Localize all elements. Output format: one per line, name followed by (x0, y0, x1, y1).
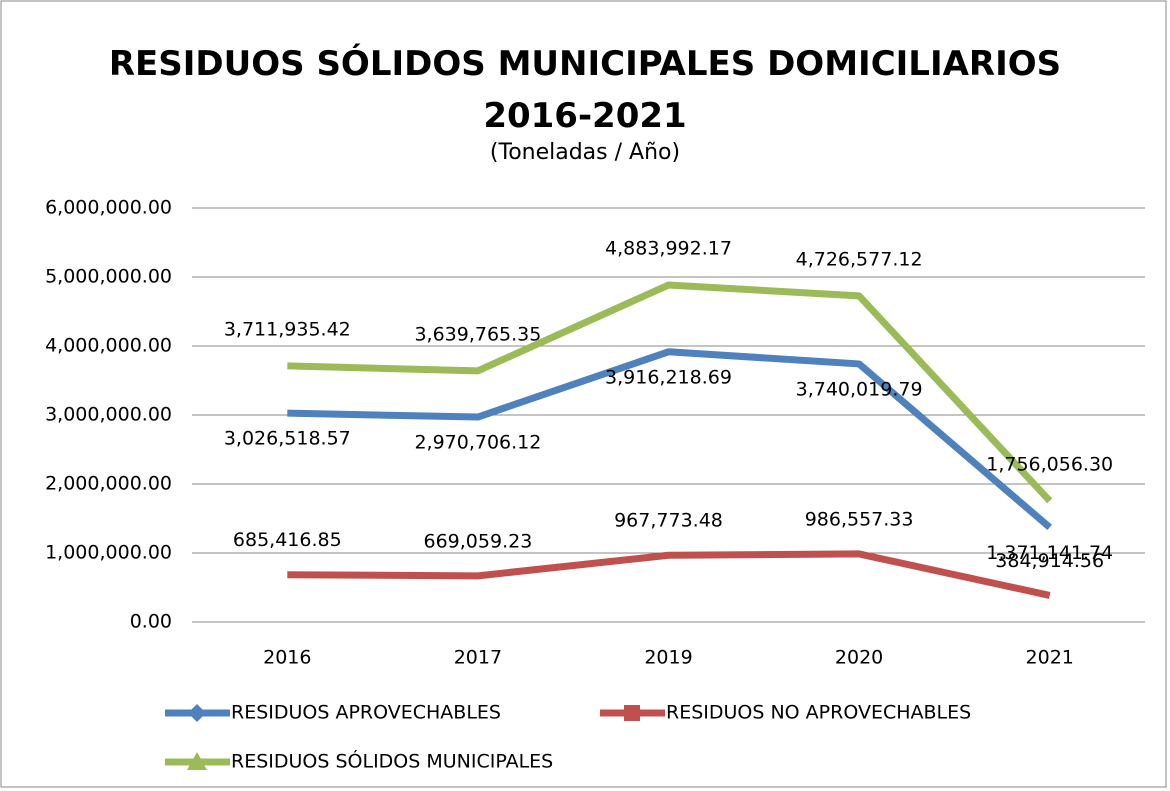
y-tick-label: 6,000,000.00 (45, 197, 172, 219)
data-label: 2,970,706.12 (414, 432, 541, 454)
y-tick-label: 4,000,000.00 (45, 335, 172, 357)
legend-label: RESIDUOS NO APROVECHABLES (666, 702, 971, 724)
legend-label: RESIDUOS APROVECHABLES (231, 702, 501, 724)
data-label: 384,914.56 (995, 550, 1104, 572)
chart-subtitle: (Toneladas / Año) (489, 140, 681, 165)
data-label: 1,371,141.74 (986, 542, 1113, 564)
legend-label: RESIDUOS SÓLIDOS MUNICIPALES (231, 749, 553, 773)
y-tick-label: 2,000,000.00 (45, 473, 172, 495)
series-line (287, 281, 1053, 504)
x-tick-label: 2016 (263, 647, 311, 669)
legend-marker (624, 705, 640, 721)
chart-title: RESIDUOS SÓLIDOS MUNICIPALES DOMICILIARI… (108, 44, 1062, 136)
y-tick-label: 5,000,000.00 (45, 266, 172, 288)
legend-marker (188, 704, 206, 722)
data-label: 3,639,765.35 (414, 323, 541, 345)
y-tick-label: 0.00 (130, 611, 172, 633)
data-label: 4,726,577.12 (796, 248, 923, 270)
data-label: 669,059.23 (424, 530, 533, 552)
data-label: 3,711,935.42 (224, 318, 351, 340)
data-label: 3,026,518.57 (224, 428, 351, 450)
data-label: 685,416.85 (233, 529, 342, 551)
x-tick-label: 2020 (835, 647, 883, 669)
y-tick-label: 1,000,000.00 (45, 542, 172, 564)
x-tick-label: 2021 (1026, 647, 1074, 669)
data-label: 986,557.33 (805, 508, 914, 530)
series-line (287, 348, 1052, 531)
y-tick-label: 3,000,000.00 (45, 404, 172, 426)
x-tick-label: 2019 (644, 647, 692, 669)
x-tick-label: 2017 (454, 647, 502, 669)
series-line (287, 550, 1051, 599)
data-label: 4,883,992.17 (605, 238, 732, 260)
data-label: 1,756,056.30 (986, 453, 1113, 475)
data-label: 3,740,019.79 (796, 378, 923, 400)
data-label: 3,916,218.69 (605, 366, 732, 388)
data-label: 967,773.48 (614, 510, 723, 532)
legend-marker (187, 752, 207, 770)
